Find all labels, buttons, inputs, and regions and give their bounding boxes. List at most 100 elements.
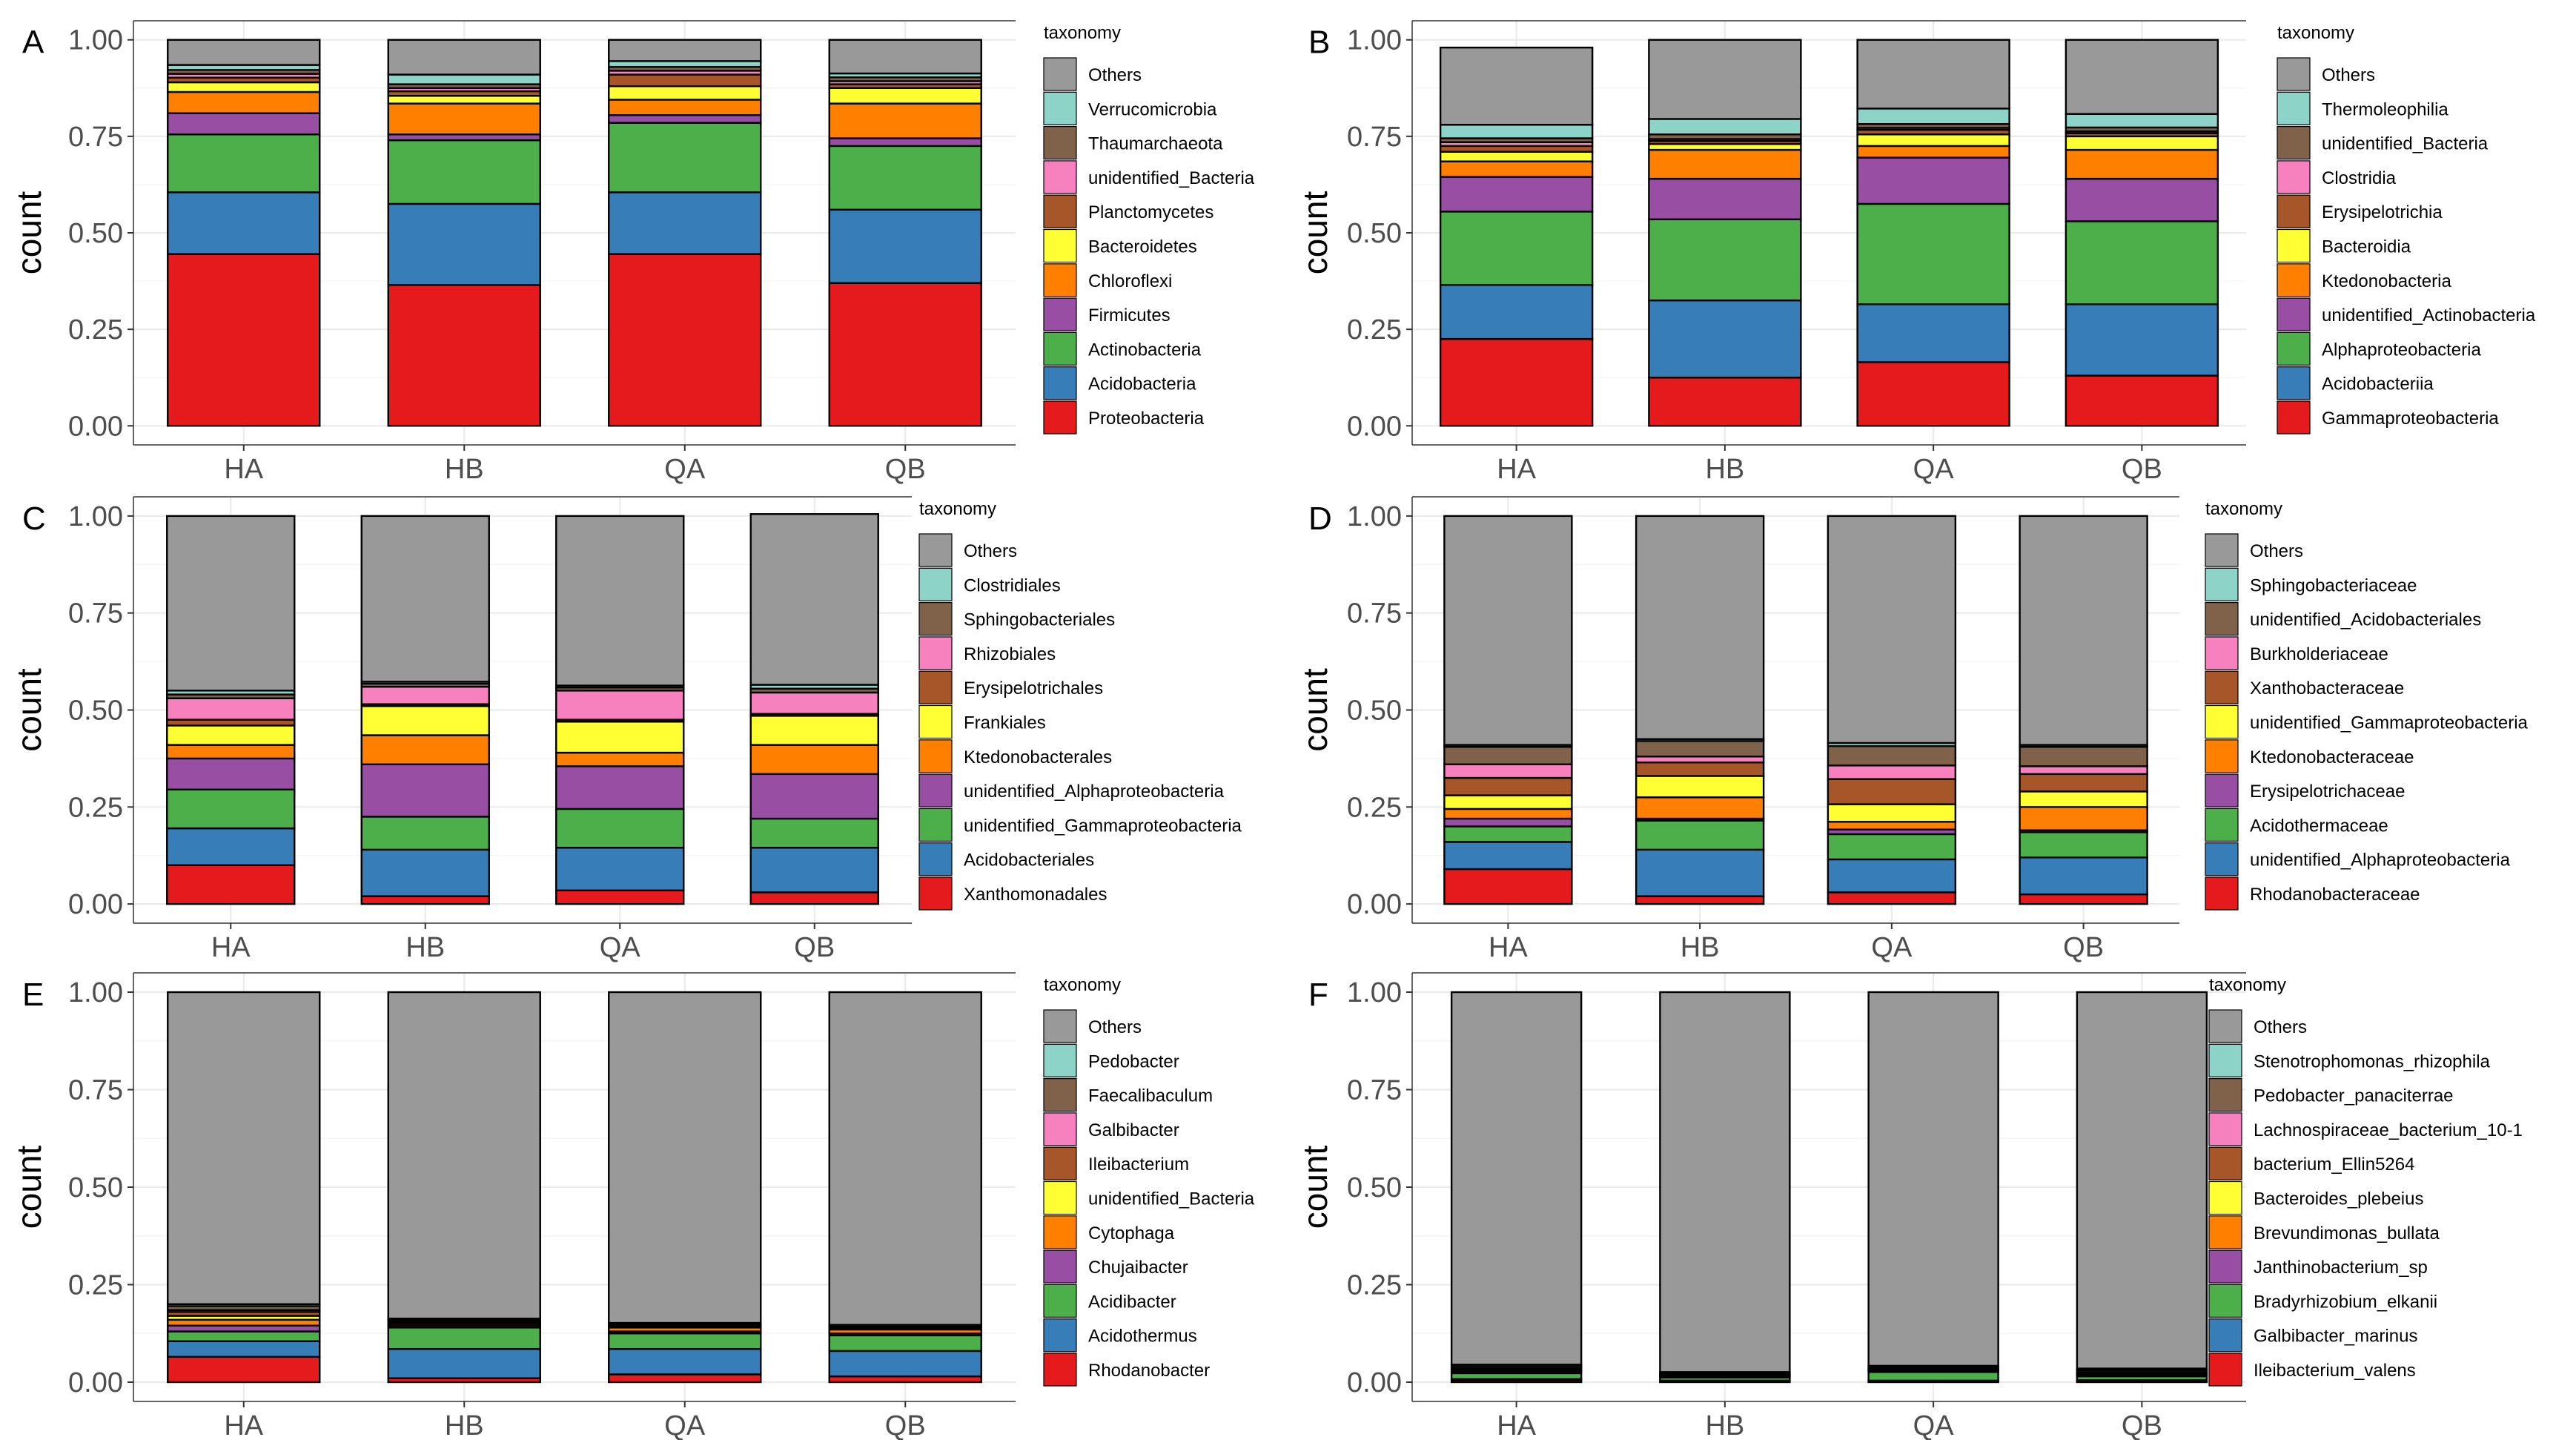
legend-swatch xyxy=(1043,331,1077,366)
legend-swatch xyxy=(2277,160,2311,194)
legend-swatch xyxy=(2277,194,2311,228)
legend-swatch xyxy=(2205,567,2239,601)
legend-label: unidentified_Gammaproteobacteria xyxy=(964,816,1242,836)
legend-swatch xyxy=(2277,228,2311,263)
bar-segment xyxy=(1827,833,1957,861)
legend-label: Ktedonobacteraceae xyxy=(2250,747,2414,767)
legend-label: Acidobacteriales xyxy=(964,851,1094,871)
x-tick-label: HA xyxy=(224,1410,263,1440)
bar-segment xyxy=(1856,202,2010,305)
bar-segment xyxy=(2019,806,2148,831)
bar-HA xyxy=(167,39,321,427)
legend-swatch xyxy=(1043,1043,1077,1077)
legend-swatch xyxy=(918,601,953,636)
bar-segment xyxy=(555,751,685,767)
legend-swatch xyxy=(2277,57,2311,91)
bar-segment xyxy=(1648,118,1802,136)
bar-segment xyxy=(1856,303,2010,363)
legend-label: Clostridiales xyxy=(964,575,1061,595)
bar-segment xyxy=(2065,374,2219,427)
bar-segment xyxy=(1439,176,1594,213)
bar-segment xyxy=(167,1330,321,1342)
bar-segment xyxy=(387,39,541,76)
x-tick-label: QB xyxy=(2063,932,2104,963)
bar-QA xyxy=(555,515,685,905)
bar-segment xyxy=(608,73,762,87)
legend-label: Lachnospiraceae_bacterium_10-1 xyxy=(2254,1120,2523,1140)
legend-label: Erysipelotrichaceae xyxy=(2250,782,2405,802)
bar-QB xyxy=(828,39,982,427)
legend-label: Faecalibaculum xyxy=(1088,1086,1213,1106)
bar-segment xyxy=(1439,284,1594,340)
legend-label: Acidibacter xyxy=(1088,1292,1176,1312)
y-tick-label: 0.00 xyxy=(68,411,123,442)
x-tick-label: HA xyxy=(1489,932,1528,963)
legend-swatch xyxy=(2205,636,2239,670)
legend-label: Others xyxy=(1088,65,1142,85)
bar-segment xyxy=(166,864,296,905)
bar-segment xyxy=(360,816,490,851)
legend-label: Sphingobacteriales xyxy=(964,610,1115,630)
bar-QB xyxy=(828,991,982,1384)
legend-label: Erysipelotrichia xyxy=(2322,202,2443,222)
bar-segment xyxy=(608,99,762,116)
bar-segment xyxy=(166,744,296,760)
y-axis-title: count xyxy=(1296,191,1334,275)
legend-label: unidentified_Alphaproteobacteria xyxy=(964,782,1225,802)
bar-segment xyxy=(1635,848,1765,897)
legend-label: Bacteroides_plebeius xyxy=(2254,1189,2424,1209)
bar-segment xyxy=(608,122,762,194)
legend-swatch xyxy=(918,533,953,567)
legend-swatch xyxy=(2205,670,2239,704)
bar-segment xyxy=(608,1332,762,1350)
bar-segment xyxy=(828,145,982,211)
panel-label: A xyxy=(22,24,44,61)
bar-QA xyxy=(1827,515,1957,905)
bar-segment xyxy=(1635,895,1765,905)
bar-segment xyxy=(1856,133,2010,148)
x-tick-label: HA xyxy=(1497,454,1536,485)
bar-HA xyxy=(166,515,296,905)
bar-segment xyxy=(387,95,541,105)
y-tick-label: 0.00 xyxy=(68,1367,123,1398)
bar-segment xyxy=(749,744,879,776)
y-tick-label: 1.00 xyxy=(68,501,123,532)
legend-swatch xyxy=(2205,739,2239,773)
bar-QB xyxy=(749,513,879,905)
bar-segment xyxy=(387,139,541,205)
legend-swatch xyxy=(2208,1112,2242,1146)
bar-segment xyxy=(608,1348,762,1375)
bar-segment xyxy=(1856,156,2010,205)
legend-label: Verrucomicrobia xyxy=(1088,99,1217,119)
bar-segment xyxy=(1443,746,1573,765)
x-tick-label: HB xyxy=(1705,1410,1744,1440)
x-tick-label: HA xyxy=(1497,1410,1536,1440)
legend-swatch xyxy=(918,773,953,807)
bar-segment xyxy=(1827,891,1957,905)
bar-QA xyxy=(608,39,762,427)
bar-QA xyxy=(1867,991,1999,1384)
bar-segment xyxy=(1827,778,1957,805)
bar-segment xyxy=(828,1334,982,1353)
legend-label: Rhodanobacter xyxy=(1088,1361,1210,1381)
legend-swatch xyxy=(2208,1284,2242,1318)
bar-HA xyxy=(1450,991,1583,1384)
bar-segment xyxy=(1439,211,1594,286)
legend-label: Pedobacter xyxy=(1088,1051,1179,1071)
bar-segment xyxy=(1827,858,1957,894)
legend-swatch xyxy=(1043,1284,1077,1318)
x-tick-label: HB xyxy=(1705,454,1744,485)
bar-segment xyxy=(2065,220,2219,305)
bar-segment xyxy=(608,253,762,427)
legend-swatch xyxy=(1043,1180,1077,1215)
legend-swatch xyxy=(2205,842,2239,876)
bar-segment xyxy=(360,515,490,683)
legend-label: Galbibacter xyxy=(1088,1120,1179,1140)
bar-segment xyxy=(828,991,982,1326)
y-tick-label: 0.50 xyxy=(68,1172,123,1203)
bar-segment xyxy=(2019,746,2148,767)
bar-segment xyxy=(1635,515,1765,740)
bar-segment xyxy=(167,133,321,194)
